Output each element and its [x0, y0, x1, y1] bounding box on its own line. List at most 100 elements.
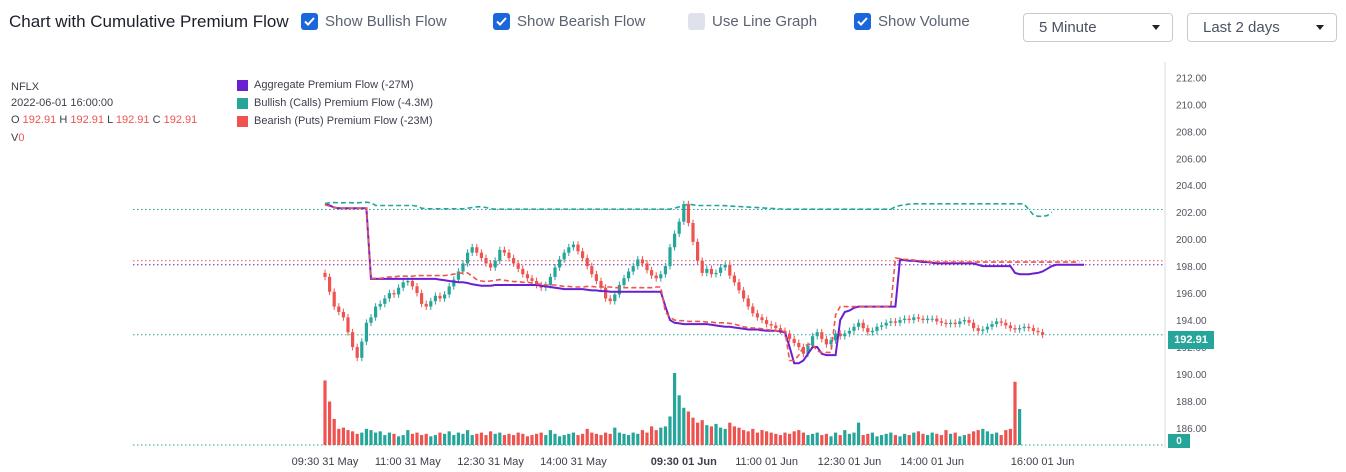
candle-body — [516, 263, 520, 269]
volume-bar — [355, 433, 359, 445]
volume-bar — [829, 436, 833, 445]
candle-body — [972, 322, 976, 329]
volume-bar — [337, 428, 341, 445]
volume-bar — [489, 431, 493, 445]
checkbox-unchecked-icon — [688, 13, 705, 30]
candle-body — [760, 317, 764, 321]
ohlc-c-label: C — [152, 114, 161, 126]
show-bearish-flow-checkbox[interactable]: Show Bearish Flow — [493, 13, 645, 30]
candle-body — [420, 293, 424, 304]
volume-bar — [507, 433, 511, 445]
candle-body — [677, 221, 681, 234]
volume-bar — [958, 436, 962, 445]
volume-bar — [512, 435, 516, 445]
volume-bar — [415, 432, 419, 445]
candle-body — [737, 282, 741, 291]
volume-bar — [617, 432, 621, 445]
candle-body — [1036, 330, 1040, 333]
legend-swatch-bullish — [237, 97, 248, 109]
volume-bar — [709, 426, 713, 445]
x-tick-label: 11:00 31 May — [375, 456, 441, 468]
candle-body — [985, 326, 989, 330]
candle-body — [590, 266, 594, 275]
candle-body — [328, 276, 332, 292]
volume-bar — [990, 433, 994, 445]
volume-bar — [806, 435, 810, 445]
volume-bar — [691, 417, 695, 445]
legend-aggregate: Aggregate Premium Flow (-27M) — [237, 79, 414, 91]
candle-body — [489, 263, 493, 268]
volume-bar — [374, 432, 378, 445]
candle-body — [788, 333, 792, 339]
volume-bar — [686, 411, 690, 445]
volume-bar — [433, 435, 437, 445]
volume-bar — [944, 430, 948, 445]
volume-bar — [548, 430, 552, 445]
volume-bar — [539, 432, 543, 445]
ohlc-v-label: V — [11, 132, 19, 144]
volume-bar — [857, 422, 861, 445]
x-tick-label: 09:30 31 May — [292, 456, 359, 468]
candle-body — [898, 320, 902, 323]
volume-bar — [728, 422, 732, 445]
volume-bar — [755, 432, 759, 445]
candle-body — [995, 321, 999, 325]
candle-body — [378, 303, 382, 307]
candle-body — [958, 321, 962, 325]
interval-select[interactable]: 5 Minute — [1023, 13, 1173, 42]
candle-body — [571, 244, 575, 248]
volume-bar — [981, 428, 985, 445]
candle-body — [686, 204, 690, 223]
candle-body — [930, 318, 934, 320]
candle-body — [939, 321, 943, 323]
range-select[interactable]: Last 2 days — [1187, 13, 1337, 42]
volume-bar — [870, 432, 874, 445]
candle-body — [751, 306, 755, 314]
volume-bar — [429, 436, 433, 445]
ohlc-high: 192.91 — [70, 114, 105, 126]
volume-bar — [397, 436, 401, 445]
volume-bar — [645, 432, 649, 445]
show-bullish-flow-checkbox[interactable]: Show Bullish Flow — [301, 13, 447, 30]
candle-body — [912, 317, 916, 321]
volume-bar — [677, 395, 681, 445]
candle-body — [397, 287, 401, 295]
candle-body — [608, 298, 612, 302]
volume-bar — [360, 432, 364, 445]
volume-bar — [921, 433, 925, 445]
candle-body — [806, 345, 810, 354]
candle-body — [548, 276, 552, 286]
volume-bar — [328, 401, 332, 445]
use-line-graph-label: Use Line Graph — [712, 13, 818, 30]
ohlc-low: 192.91 — [115, 114, 150, 126]
volume-bar — [673, 373, 677, 445]
candle-body — [447, 286, 451, 295]
volume-bar — [530, 435, 534, 445]
candle-body — [893, 321, 897, 323]
show-volume-checkbox[interactable]: Show Volume — [854, 13, 970, 30]
volume-bar — [627, 435, 631, 445]
candle-body — [613, 294, 617, 302]
candle-body — [774, 325, 778, 329]
volume-bar — [364, 428, 368, 445]
volume-bar — [811, 433, 815, 445]
candle-body — [903, 318, 907, 321]
candle-body — [999, 321, 1003, 323]
use-line-graph-checkbox[interactable]: Use Line Graph — [688, 13, 817, 30]
candle-body — [659, 274, 663, 279]
volume-bar — [443, 433, 447, 445]
volume-bar — [553, 433, 557, 445]
candle-body — [728, 264, 732, 276]
volume-bar — [323, 380, 327, 445]
volume-bar — [930, 432, 934, 445]
volume-bar — [719, 427, 723, 445]
volume-bar — [341, 427, 345, 445]
candle-body — [567, 247, 571, 253]
volume-bar — [939, 435, 943, 445]
candle-body — [719, 267, 723, 273]
volume-bar — [682, 407, 686, 445]
legend-bearish: Bearish (Puts) Premium Flow (-23M) — [237, 115, 433, 127]
candle-body — [346, 317, 350, 333]
volume-bar — [861, 435, 865, 445]
